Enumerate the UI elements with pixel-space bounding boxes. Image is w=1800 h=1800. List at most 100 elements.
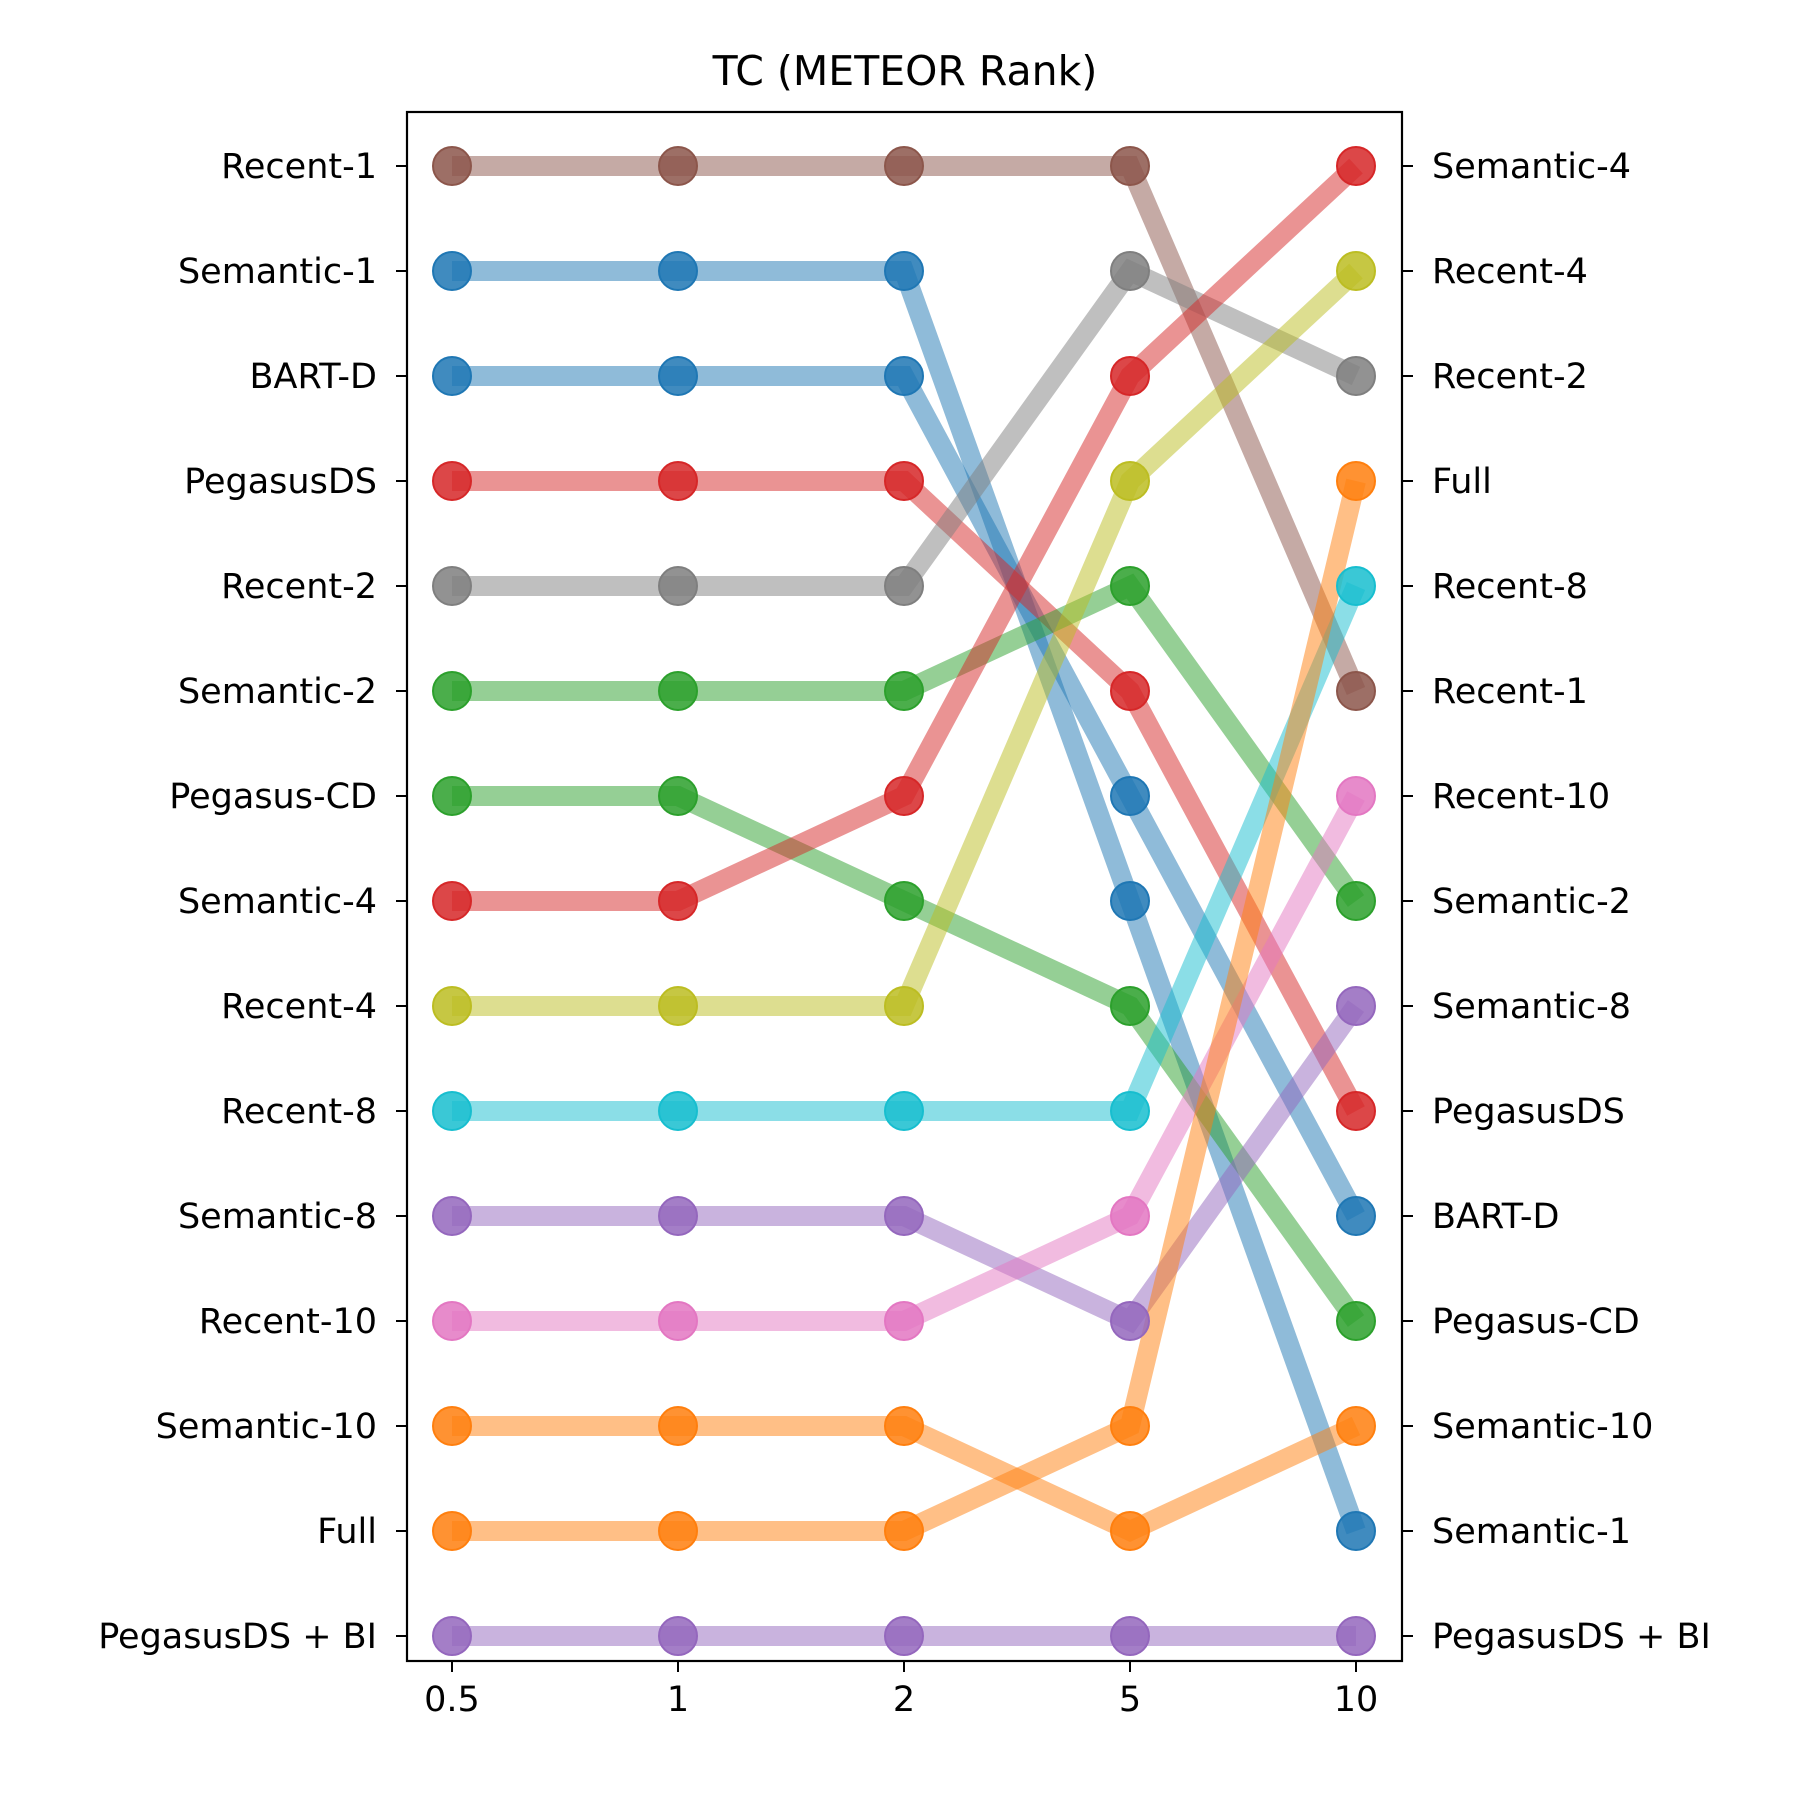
series-point-2-4 xyxy=(1110,881,1150,921)
series-point-3-3 xyxy=(884,356,924,396)
series-point-7-1 xyxy=(432,776,472,816)
series-point-4-1 xyxy=(432,461,472,501)
series-point-15-5 xyxy=(1336,1616,1376,1656)
y-left-tick-label: Semantic-8 xyxy=(178,1197,377,1237)
series-point-12-3 xyxy=(884,1301,924,1341)
series-point-5-3 xyxy=(884,566,924,606)
series-point-11-3 xyxy=(884,1196,924,1236)
series-point-9-4 xyxy=(1110,461,1150,501)
series-point-7-2 xyxy=(658,776,698,816)
series-point-5-5 xyxy=(1336,356,1376,396)
y-left-tick-label: Full xyxy=(317,1512,377,1552)
series-point-12-2 xyxy=(658,1301,698,1341)
series-line-5 xyxy=(452,258,1361,596)
y-left-tick-label: Recent-10 xyxy=(199,1302,377,1342)
series-point-9-3 xyxy=(884,986,924,1026)
series-point-1-5 xyxy=(1336,671,1376,711)
series-point-2-5 xyxy=(1336,1511,1376,1551)
series-point-15-2 xyxy=(658,1616,698,1656)
series-point-3-1 xyxy=(432,356,472,396)
y-left-tick-label: Recent-8 xyxy=(221,1092,377,1132)
x-tick-label: 2 xyxy=(893,1680,915,1720)
y-right-tick-label: Semantic-4 xyxy=(1432,147,1631,187)
series-point-10-5 xyxy=(1336,566,1376,606)
series-point-11-5 xyxy=(1336,986,1376,1026)
y-right-tick-label: BART-D xyxy=(1432,1197,1559,1237)
y-right-tick-label: Semantic-2 xyxy=(1432,882,1631,922)
series-point-5-4 xyxy=(1110,251,1150,291)
series-point-8-1 xyxy=(432,881,472,921)
y-axis-left: Recent-1 Semantic-1 BART-D PegasusDS Recent-… xyxy=(98,147,407,1657)
series-point-13-2 xyxy=(658,1406,698,1446)
y-left-tick-label: Semantic-4 xyxy=(178,882,377,922)
series-point-4-3 xyxy=(884,461,924,501)
y-left-tick-label: PegasusDS xyxy=(184,462,377,502)
y-right-tick-label: Full xyxy=(1432,462,1492,502)
series-point-4-2 xyxy=(658,461,698,501)
series-point-1-3 xyxy=(884,146,924,186)
series-point-12-5 xyxy=(1336,776,1376,816)
y-axis-right: Semantic-4 Recent-4 Recent-2 Full Recent-8 Re… xyxy=(1402,147,1711,1657)
x-axis: 0.5 1 2 5 10 xyxy=(424,1661,1378,1720)
series-point-14-5 xyxy=(1336,461,1376,501)
series-point-9-5 xyxy=(1336,251,1376,291)
series-point-6-1 xyxy=(432,671,472,711)
y-right-tick-label: Pegasus-CD xyxy=(1432,1302,1640,1342)
series-point-6-4 xyxy=(1110,566,1150,606)
series-point-1-1 xyxy=(432,146,472,186)
series-point-3-2 xyxy=(658,356,698,396)
series-point-3-4 xyxy=(1110,776,1150,816)
series-point-11-4 xyxy=(1110,1301,1150,1341)
y-right-tick-label: Recent-10 xyxy=(1432,777,1610,817)
y-left-tick-label: Pegasus-CD xyxy=(169,777,377,817)
series-point-11-1 xyxy=(432,1196,472,1236)
y-left-tick-label: Recent-4 xyxy=(221,987,377,1027)
series-point-14-2 xyxy=(658,1511,698,1551)
series-points xyxy=(432,146,1376,1656)
series-point-12-1 xyxy=(432,1301,472,1341)
series-point-14-4 xyxy=(1110,1406,1150,1446)
series-point-13-4 xyxy=(1110,1511,1150,1551)
series-point-4-5 xyxy=(1336,1091,1376,1131)
y-right-tick-label: Recent-8 xyxy=(1432,567,1588,607)
series-point-10-4 xyxy=(1110,1091,1150,1131)
series-point-14-1 xyxy=(432,1511,472,1551)
series-line-1 xyxy=(452,156,1366,695)
x-tick-label: 10 xyxy=(1334,1680,1379,1720)
y-left-tick-label: Recent-2 xyxy=(221,567,377,607)
y-right-tick-label: Recent-2 xyxy=(1432,357,1588,397)
y-left-tick-label: Recent-1 xyxy=(221,147,377,187)
y-left-tick-label: Semantic-1 xyxy=(178,252,377,292)
x-tick-label: 5 xyxy=(1119,1680,1141,1720)
series-point-2-3 xyxy=(884,251,924,291)
series-point-7-3 xyxy=(884,881,924,921)
series-point-13-1 xyxy=(432,1406,472,1446)
x-tick-label: 1 xyxy=(667,1680,689,1720)
series-point-10-1 xyxy=(432,1091,472,1131)
series-point-8-5 xyxy=(1336,146,1376,186)
series-point-15-3 xyxy=(884,1616,924,1656)
y-right-tick-label: Recent-1 xyxy=(1432,672,1588,712)
series-point-9-2 xyxy=(658,986,698,1026)
series-point-2-2 xyxy=(658,251,698,291)
series-point-8-2 xyxy=(658,881,698,921)
series-point-9-1 xyxy=(432,986,472,1026)
y-right-tick-label: Semantic-1 xyxy=(1432,1512,1631,1552)
series-point-10-2 xyxy=(658,1091,698,1131)
y-right-tick-label: PegasusDS xyxy=(1432,1092,1625,1132)
x-tick-label: 0.5 xyxy=(424,1680,480,1720)
y-left-tick-label: Semantic-10 xyxy=(156,1407,377,1447)
series-point-7-4 xyxy=(1110,986,1150,1026)
series-point-5-1 xyxy=(432,566,472,606)
series-point-8-3 xyxy=(884,776,924,816)
series-point-10-3 xyxy=(884,1091,924,1131)
y-left-tick-label: PegasusDS + BI xyxy=(98,1617,377,1657)
series-point-13-3 xyxy=(884,1406,924,1446)
series-point-6-3 xyxy=(884,671,924,711)
series-point-7-5 xyxy=(1336,1301,1376,1341)
series-point-6-5 xyxy=(1336,881,1376,921)
series-point-13-5 xyxy=(1336,1406,1376,1446)
y-right-tick-label: Semantic-10 xyxy=(1432,1407,1653,1447)
series-point-15-4 xyxy=(1110,1616,1150,1656)
chart-title: TC (METEOR Rank) xyxy=(712,47,1098,95)
